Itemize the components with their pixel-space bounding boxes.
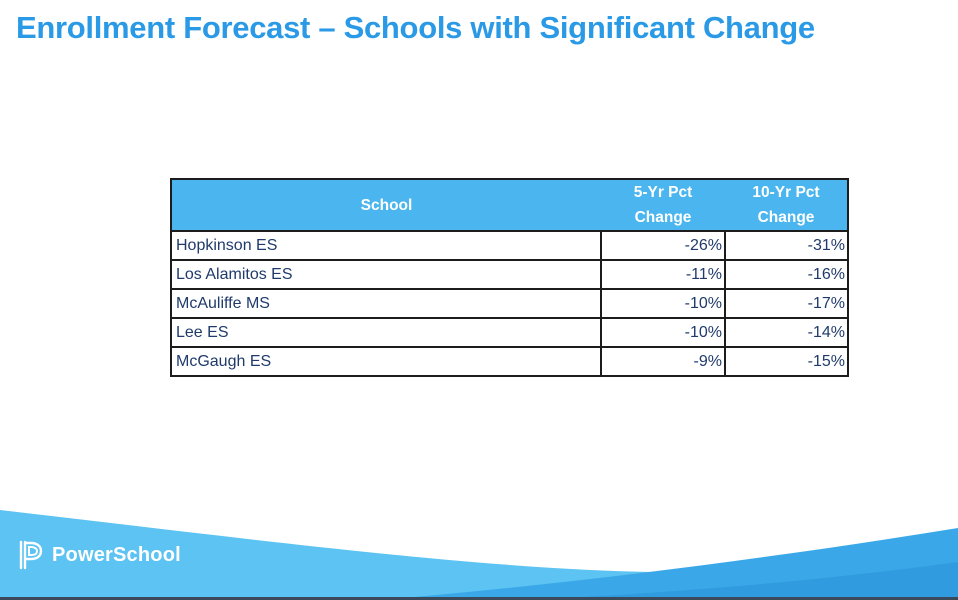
school-name-cell: Hopkinson ES [170,230,602,261]
powerschool-logo-icon [19,540,43,570]
school-name-cell: Los Alamitos ES [170,259,602,290]
header-10yr-line-2: Change [757,209,815,226]
school-name-cell: Lee ES [170,317,602,348]
table-header-row: School 5-Yr Pct Change 10-Yr Pct Change [170,178,849,232]
five-yr-change-cell: -10% [600,317,726,348]
header-10yr-line-1: 10-Yr Pct [752,184,820,201]
header-10yr-pct-change: 10-Yr Pct Change [725,178,849,232]
table-row: Los Alamitos ES -11% -16% [170,259,849,290]
school-name-cell: McGaugh ES [170,346,602,377]
header-5yr-line-2: Change [634,209,692,226]
five-yr-change-cell: -26% [600,230,726,261]
ten-yr-change-cell: -31% [724,230,849,261]
ten-yr-change-cell: -15% [724,346,849,377]
powerschool-logo: PowerSchool [18,540,181,570]
forecast-table: School 5-Yr Pct Change 10-Yr Pct Change … [170,178,849,377]
header-5yr-pct-change: 5-Yr Pct Change [601,178,725,232]
table-row: Hopkinson ES -26% -31% [170,230,849,261]
ten-yr-change-cell: -16% [724,259,849,290]
footer-band [0,500,958,600]
forecast-table-container: School 5-Yr Pct Change 10-Yr Pct Change … [170,178,849,377]
header-5yr-line-1: 5-Yr Pct [633,184,693,201]
table-row: McAuliffe MS -10% -17% [170,288,849,319]
five-yr-change-cell: -10% [600,288,726,319]
five-yr-change-cell: -11% [600,259,726,290]
slide-title: Enrollment Forecast – Schools with Signi… [16,10,815,45]
table-row: McGaugh ES -9% -15% [170,346,849,377]
ten-yr-change-cell: -14% [724,317,849,348]
table-row: Lee ES -10% -14% [170,317,849,348]
ten-yr-change-cell: -17% [724,288,849,319]
footer-bottom-rule [0,597,958,600]
school-name-cell: McAuliffe MS [170,288,602,319]
header-school: School [170,178,601,232]
logo-text: PowerSchool [52,543,181,566]
footer-wave-graphic [0,510,958,600]
five-yr-change-cell: -9% [600,346,726,377]
